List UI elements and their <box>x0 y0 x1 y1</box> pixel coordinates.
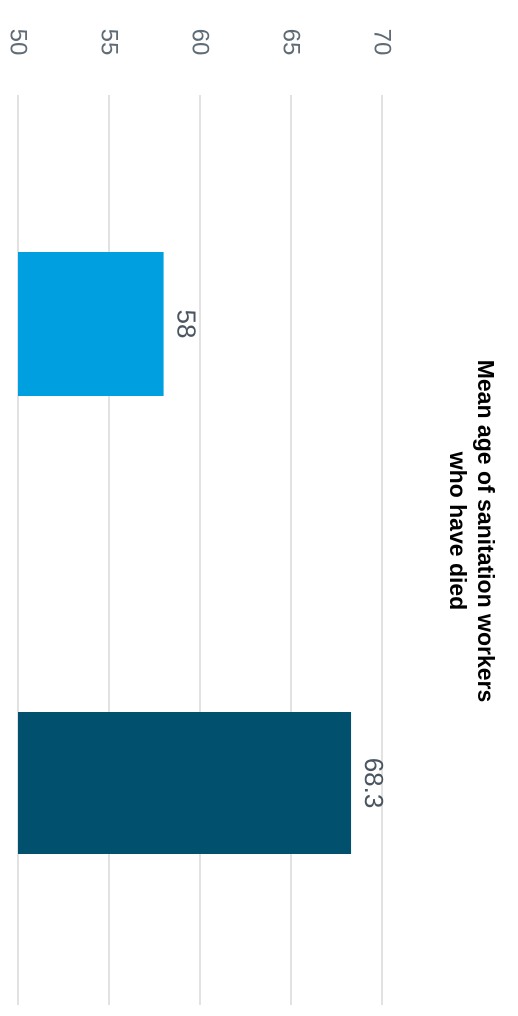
bars <box>18 252 352 854</box>
data-labels: 58 68.3 <box>172 310 389 809</box>
x-tick-label: 55 <box>96 29 123 56</box>
x-tick-label: 70 <box>369 29 396 56</box>
chart-title-line-1: Mean age of sanitation workers <box>473 360 499 703</box>
bar-2 <box>18 712 352 854</box>
bar-value-label: 68.3 <box>359 758 389 809</box>
x-tick-label: 60 <box>187 29 214 56</box>
chart-title: Mean age of sanitation workers who have … <box>445 360 499 703</box>
bar-1 <box>18 252 164 396</box>
chart-title-line-2: who have died <box>445 451 471 610</box>
gridlines <box>17 95 383 1005</box>
axis-tick-labels: 50 55 60 65 70 <box>5 29 396 56</box>
x-tick-label: 50 <box>5 29 32 56</box>
bar-value-label: 58 <box>172 310 202 339</box>
x-tick-label: 65 <box>278 29 305 56</box>
